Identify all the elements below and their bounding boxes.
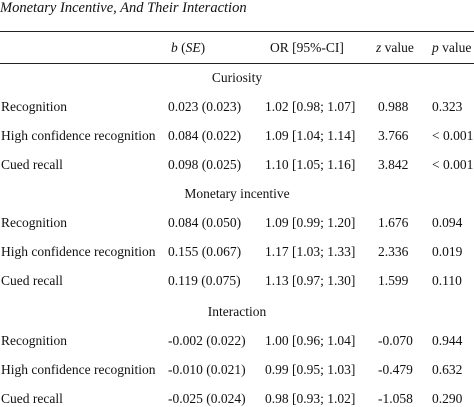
cell-or: 1.09 [0.99; 1.20] <box>265 215 356 230</box>
cell-z: -0.070 <box>378 333 413 348</box>
cell-p: < 0.001 <box>432 128 474 143</box>
row-label: Cued recall <box>1 157 63 172</box>
cell-z: -1.058 <box>378 391 413 406</box>
row-label: High confidence recognition <box>1 128 156 143</box>
b-open-paren: ( <box>177 40 186 55</box>
row-label: Recognition <box>1 99 67 114</box>
cell-z: 0.988 <box>378 99 409 114</box>
cell-or: 1.00 [0.96; 1.04] <box>265 333 356 348</box>
b-close-paren: ) <box>200 40 206 55</box>
z-symbol: z <box>376 40 382 55</box>
cell-p: 0.632 <box>432 362 463 377</box>
z-suffix: value <box>381 40 414 55</box>
se-symbol: SE <box>185 40 201 55</box>
table-caption: Monetary Incentive, And Their Interactio… <box>0 0 247 16</box>
cell-z: 3.842 <box>378 157 409 172</box>
cell-b: -0.025 (0.024) <box>168 391 246 406</box>
header-rule <box>0 63 474 64</box>
cell-b: 0.084 (0.022) <box>168 128 242 143</box>
cell-z: 1.676 <box>378 215 409 230</box>
cell-or: 1.13 [0.97; 1.30] <box>265 273 356 288</box>
section-title: Monetary incentive <box>184 186 290 201</box>
cell-or: 1.09 [1.04; 1.14] <box>265 128 356 143</box>
cell-or: 0.99 [0.95; 1.03] <box>265 362 356 377</box>
section-title: Curiosity <box>211 70 263 85</box>
column-header-b: b (SE) <box>171 40 205 56</box>
cell-p: < 0.001 <box>432 157 474 172</box>
column-header-or: OR [95%-CI] <box>270 40 344 55</box>
row-label: Cued recall <box>1 273 63 288</box>
row-label: Recognition <box>1 333 67 348</box>
cell-b: -0.010 (0.021) <box>168 362 246 377</box>
p-symbol: p <box>432 40 439 55</box>
cell-b: 0.098 (0.025) <box>168 157 242 172</box>
top-rule <box>0 31 474 32</box>
row-label: High confidence recognition <box>1 362 156 377</box>
cell-p: 0.019 <box>432 244 463 259</box>
cell-or: 0.98 [0.93; 1.02] <box>265 391 356 406</box>
column-header-p: p value <box>432 40 471 56</box>
cell-p: 0.094 <box>432 215 463 230</box>
section-title: Interaction <box>207 304 267 319</box>
cell-p: 0.944 <box>432 333 463 348</box>
cell-z: -0.479 <box>378 362 413 377</box>
cell-or: 1.02 [0.98; 1.07] <box>265 99 356 114</box>
row-label: Cued recall <box>1 391 63 406</box>
cell-b: 0.155 (0.067) <box>168 244 242 259</box>
cell-b: 0.084 (0.050) <box>168 215 242 230</box>
cell-or: 1.10 [1.05; 1.16] <box>265 157 356 172</box>
column-header-z: z value <box>376 40 414 56</box>
b-symbol: b <box>171 40 178 55</box>
row-label: Recognition <box>1 215 67 230</box>
cell-p: 0.290 <box>432 391 463 406</box>
cell-or: 1.17 [1.03; 1.33] <box>265 244 356 259</box>
cell-p: 0.323 <box>432 99 463 114</box>
p-suffix: value <box>438 40 472 55</box>
cell-z: 2.336 <box>378 244 409 259</box>
cell-b: 0.023 (0.023) <box>168 99 242 114</box>
cell-b: -0.002 (0.022) <box>168 333 246 348</box>
cell-z: 1.599 <box>378 273 409 288</box>
cell-b: 0.119 (0.075) <box>168 273 241 288</box>
cell-p: 0.110 <box>432 273 462 288</box>
cell-z: 3.766 <box>378 128 409 143</box>
row-label: High confidence recognition <box>1 244 156 259</box>
